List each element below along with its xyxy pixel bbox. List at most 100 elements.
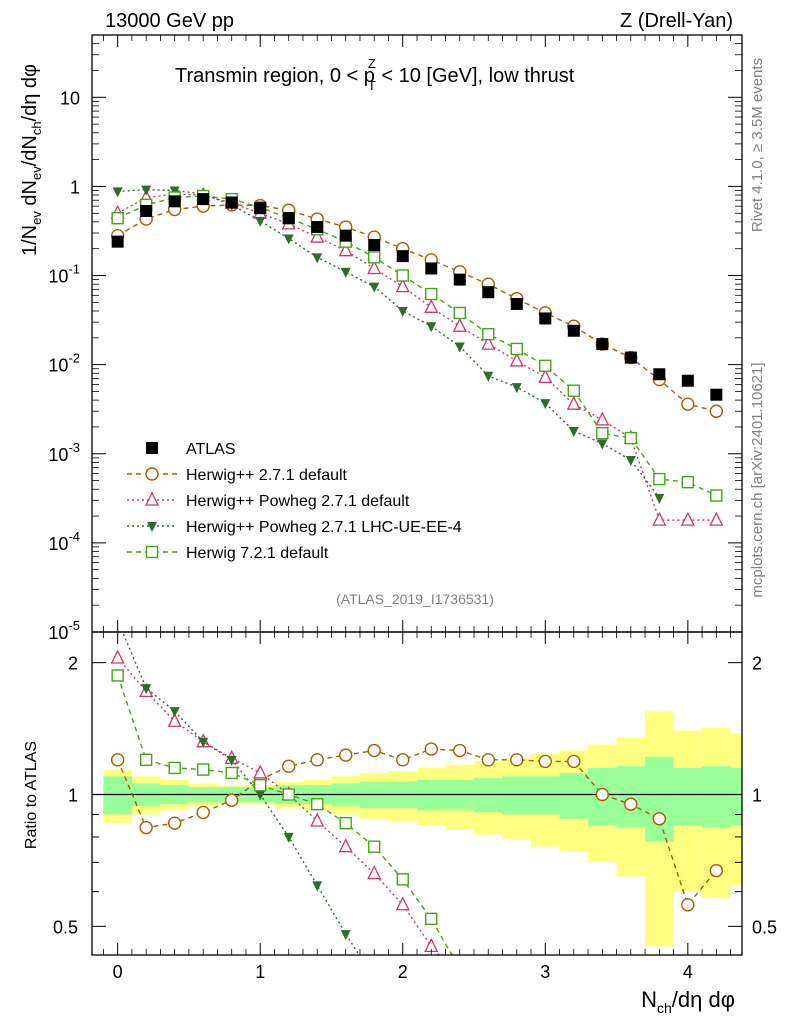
x-tick-label: 3 [540, 962, 550, 982]
main-data-point [653, 472, 666, 486]
plot-title: Transmin region, 0 < pZ T < 10 [GeV], low… [175, 56, 575, 93]
legend-marker [145, 467, 159, 481]
x-axis-label: Nch/dη dφ [641, 987, 735, 1016]
ratio-inner-band [645, 756, 674, 842]
main-data-point [567, 384, 580, 397]
main-data-point [483, 371, 494, 382]
main-data-point [311, 221, 324, 234]
main-data-point [369, 282, 380, 293]
main-data-point [510, 297, 523, 310]
main-data-point [396, 269, 409, 282]
ratio-series-line [117, 748, 717, 907]
ratio-data-point [282, 788, 295, 801]
main-y-tick-label: 1 [70, 177, 80, 197]
main-data-point [710, 388, 723, 401]
ratio-inner-band [559, 772, 589, 819]
legend-label: ATLAS [186, 441, 236, 458]
main-data-point [140, 204, 153, 217]
ratio-data-point [282, 759, 296, 773]
legend-marker [146, 442, 158, 454]
ratio-data-point [425, 912, 438, 926]
ratio-data-point [681, 898, 695, 912]
ratio-series-group [110, 632, 724, 955]
ratio-data-point [196, 763, 210, 776]
ratio-data-point [196, 805, 210, 820]
main-data-point [310, 228, 325, 243]
main-data-point [597, 439, 608, 450]
main-y-tick-label: 10-2 [48, 351, 80, 376]
main-data-point [283, 234, 294, 245]
main-data-point [540, 399, 551, 410]
ratio-inner-band [702, 766, 731, 828]
legend-label: Herwig++ Powheg 2.7.1 LHC-UE-EE-4 [186, 519, 462, 536]
ratio-inner-band [673, 767, 703, 826]
main-data-point [426, 322, 437, 333]
mcplots-label: mcplots.cern.ch [arXiv:2401.10621] [749, 362, 766, 597]
ratio-data-point [253, 764, 268, 779]
main-data-point [312, 253, 323, 264]
main-data-point [624, 431, 638, 445]
legend-label: Herwig++ Powheg 2.7.1 default [186, 493, 410, 510]
main-data-point [709, 511, 724, 526]
legend: ATLAS Herwig++ 2.7.1 default Herwig++ Powh… [127, 441, 462, 562]
ratio-data-point [538, 754, 552, 769]
main-y-tick-label: 10 [60, 88, 80, 108]
legend-label: Herwig++ 2.7.1 default [186, 467, 348, 484]
ratio-data-point [453, 743, 467, 758]
main-data-point [397, 306, 408, 317]
main-data-point [652, 511, 667, 526]
rivet-version-label: Rivet 4.1.0, ≥ 3.5M events [749, 58, 766, 232]
ratio-data-point [510, 753, 524, 767]
main-data-point [339, 229, 352, 242]
main-data-point [425, 262, 438, 275]
main-y-tick-label: 10-5 [48, 618, 80, 643]
ratio-data-point [481, 753, 495, 767]
ratio-data-point [110, 753, 125, 767]
main-data-point [710, 489, 723, 502]
ratio-data-point [139, 753, 153, 767]
ratio-inner-band [103, 776, 132, 815]
ratio-data-point [255, 790, 266, 801]
main-data-point [395, 278, 410, 293]
x-tick-label: 0 [113, 962, 123, 982]
main-data-point [340, 267, 351, 278]
ratio-data-point [396, 753, 410, 767]
main-data-point [111, 211, 124, 225]
main-data-point [595, 411, 610, 426]
ratio-data-point [168, 761, 181, 775]
ratio-data-point [709, 863, 724, 878]
main-data-point [424, 298, 439, 313]
ratio-data-point [226, 755, 237, 766]
main-data-point [680, 511, 695, 526]
main-y-tick-label: 10-3 [48, 440, 80, 465]
ratio-y-tick-label-left: 1 [68, 785, 78, 805]
main-data-point [709, 404, 724, 418]
ratio-y-axis-label: Ratio to ATLAS [23, 741, 40, 849]
ratio-data-point [110, 649, 125, 664]
main-data-point [509, 352, 524, 367]
legend-marker [147, 522, 157, 532]
main-data-point [568, 427, 579, 438]
ratio-data-point [396, 873, 409, 886]
ratio-data-point [340, 930, 351, 941]
ratio-y-tick-label-right: 0.5 [752, 917, 777, 937]
main-data-point [453, 306, 466, 320]
analysis-id-label: (ATLAS_2019_I1736531) [336, 591, 494, 607]
main-data-point [624, 351, 637, 364]
ratio-inner-band [616, 766, 646, 828]
main-data-point [567, 324, 580, 337]
ratio-data-point [167, 712, 182, 727]
main-data-point [396, 250, 409, 263]
legend-marker [144, 491, 160, 506]
main-y-tick-label: 10-4 [48, 529, 80, 554]
main-data-point [225, 196, 238, 209]
main-data-point [481, 335, 496, 350]
ratio-y-tick-label-left: 0.5 [53, 917, 78, 937]
ratio-data-point [595, 787, 610, 802]
main-data-point [168, 195, 181, 208]
ratio-data-point [167, 816, 182, 830]
main-data-point [653, 368, 666, 381]
main-data-point [425, 287, 438, 301]
ratio-series-line [121, 632, 360, 955]
